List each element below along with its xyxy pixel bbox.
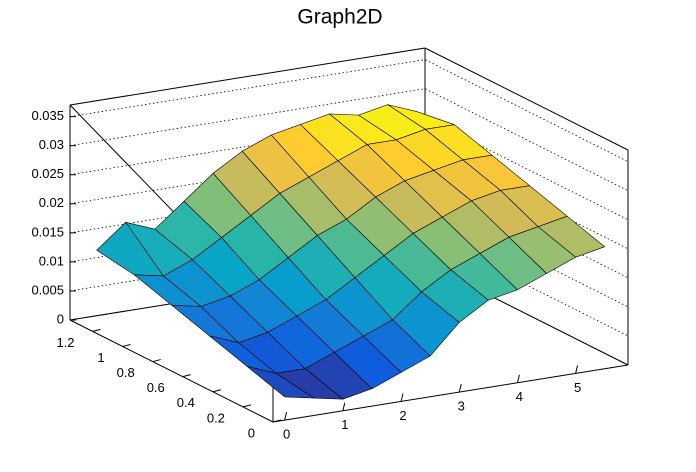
y-tick bbox=[272, 419, 282, 423]
z-tick-label: 0.025 bbox=[31, 166, 64, 181]
y-tick-label: 0.4 bbox=[177, 395, 195, 410]
x-tick bbox=[400, 393, 404, 402]
box-edge bbox=[272, 364, 629, 423]
y-tick bbox=[242, 404, 252, 408]
x-tick bbox=[284, 412, 288, 421]
y-tick bbox=[182, 374, 191, 378]
z-tick-label: 0.035 bbox=[31, 108, 64, 123]
y-tick-label: 0.2 bbox=[207, 410, 225, 425]
y-tick bbox=[92, 328, 101, 332]
z-tick-label: 0.01 bbox=[39, 253, 64, 268]
x-tick-label: 2 bbox=[399, 408, 406, 423]
x-tick-label: 0 bbox=[283, 427, 290, 442]
x-tick-label: 3 bbox=[458, 399, 465, 414]
y-tick-label: 0.6 bbox=[147, 380, 165, 395]
y-tick bbox=[212, 389, 221, 393]
x-tick bbox=[458, 383, 462, 393]
surface-cell bbox=[246, 366, 315, 399]
box-edge bbox=[69, 319, 274, 423]
z-tick-label: 0.02 bbox=[39, 195, 64, 210]
z-tick-label: 0.005 bbox=[31, 282, 64, 297]
x-tick bbox=[342, 402, 346, 411]
y-tick bbox=[152, 359, 161, 363]
x-tick-label: 1 bbox=[341, 417, 348, 432]
x-tick bbox=[516, 374, 520, 383]
x-tick bbox=[575, 365, 579, 374]
y-tick-label: 1.2 bbox=[56, 335, 74, 350]
chart-title: Graph2D bbox=[297, 6, 382, 29]
y-tick-label: 0.8 bbox=[117, 365, 135, 380]
z-tick-label: 0.03 bbox=[39, 137, 64, 152]
y-tick bbox=[122, 343, 131, 347]
y-tick-label: 0 bbox=[248, 425, 255, 440]
box-edge bbox=[69, 47, 426, 106]
x-tick-label: 4 bbox=[516, 389, 523, 404]
y-tick-label: 1 bbox=[97, 350, 104, 365]
z-tick-label: 0.015 bbox=[31, 224, 64, 239]
z-tick-label: 0 bbox=[57, 311, 64, 326]
box-edge bbox=[424, 47, 629, 151]
x-tick-label: 5 bbox=[574, 380, 581, 395]
